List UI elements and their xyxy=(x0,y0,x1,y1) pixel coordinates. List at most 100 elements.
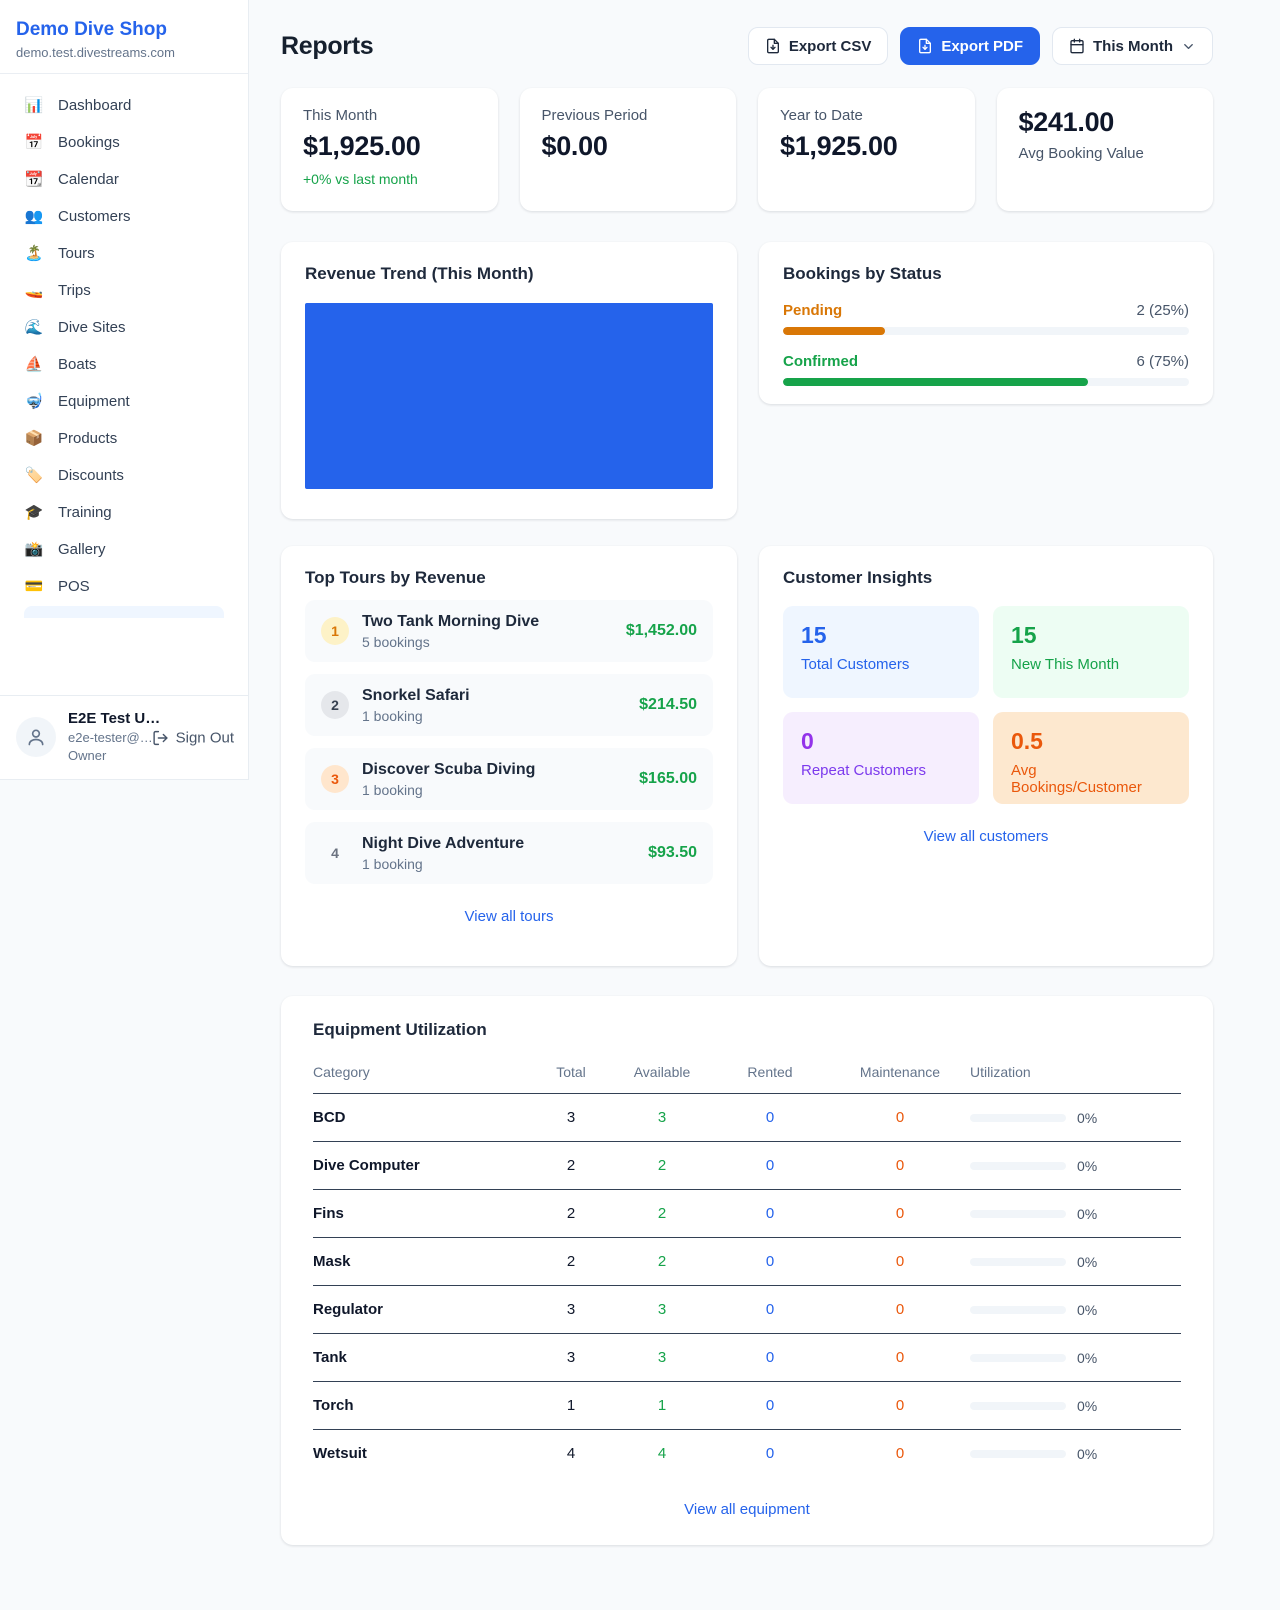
equipment-available: 3 xyxy=(657,1349,667,1366)
period-label: This Month xyxy=(1093,37,1173,55)
sidebar: Demo Dive Shop demo.test.divestreams.com… xyxy=(0,0,249,780)
sidebar-item-calendar[interactable]: 📆 Calendar xyxy=(12,161,236,198)
insight-value: 15 xyxy=(1011,622,1037,648)
calendar-date-icon: 📅 xyxy=(24,134,44,151)
sidebar-item-dashboard[interactable]: 📊 Dashboard xyxy=(12,87,236,124)
sidebar-item-equipment[interactable]: 🤿 Equipment xyxy=(12,383,236,420)
table-row: Mask 2 2 0 0 0% xyxy=(313,1238,1181,1286)
sidebar-item-label: Gallery xyxy=(58,541,106,558)
status-label: Confirmed xyxy=(783,353,858,370)
insight-tile-new-this-month: 15 New This Month xyxy=(993,606,1189,698)
utilization-percent: 0% xyxy=(1077,1205,1098,1222)
sidebar-item-discounts[interactable]: 🏷️ Discounts xyxy=(12,457,236,494)
sidebar-item-trips[interactable]: 🚤 Trips xyxy=(12,272,236,309)
equipment-utilization-card: Equipment Utilization Category Total Ava… xyxy=(281,996,1213,1545)
col-utilization: Utilization xyxy=(970,1064,1031,1080)
equipment-available: 1 xyxy=(657,1397,667,1414)
equipment-category: Mask xyxy=(313,1253,351,1270)
chevron-down-icon xyxy=(1184,43,1193,49)
stat-card-this-month: This Month $1,925.00 +0% vs last month xyxy=(281,88,498,211)
sailboat-icon: ⛵ xyxy=(24,356,44,373)
dive-mask-icon: 🤿 xyxy=(24,393,44,410)
page-header: Reports Export CSV Export PDF This Month xyxy=(281,27,1213,65)
table-row: Dive Computer 2 2 0 0 0% xyxy=(313,1142,1181,1190)
status-row-pending: Pending 2 (25%) xyxy=(783,302,1189,335)
tour-revenue: $214.50 xyxy=(639,696,697,713)
credit-card-icon: 💳 xyxy=(24,578,44,595)
sidebar-item-training[interactable]: 🎓 Training xyxy=(12,494,236,531)
equipment-available: 2 xyxy=(657,1253,667,1270)
view-all-customers-link[interactable]: View all customers xyxy=(923,828,1049,845)
sidebar-item-bookings[interactable]: 📅 Bookings xyxy=(12,124,236,161)
insight-value: 0.5 xyxy=(1011,728,1043,754)
col-total: Total xyxy=(556,1064,586,1080)
sidebar-item-label: Tours xyxy=(58,245,95,262)
equipment-rented: 0 xyxy=(765,1253,775,1270)
col-available: Available xyxy=(633,1064,691,1080)
page-title: Reports xyxy=(281,31,374,60)
insight-tile-repeat-customers: 0 Repeat Customers xyxy=(783,712,979,804)
equipment-category: Fins xyxy=(313,1205,344,1222)
equipment-total: 2 xyxy=(566,1157,576,1174)
bookings-by-status-title: Bookings by Status xyxy=(783,264,942,283)
file-download-icon xyxy=(919,38,932,54)
utilization-bar xyxy=(970,1353,1066,1362)
equipment-category: Wetsuit xyxy=(313,1445,367,1462)
tour-name: Two Tank Morning Dive xyxy=(362,612,540,630)
sidebar-item-boats[interactable]: ⛵ Boats xyxy=(12,346,236,383)
stat-delta: +0% vs last month xyxy=(303,171,418,187)
insight-value: 0 xyxy=(801,728,814,754)
sidebar-item-dive-sites[interactable]: 🌊 Dive Sites xyxy=(12,309,236,346)
table-row: Tank 3 3 0 0 0% xyxy=(313,1334,1181,1382)
stat-card-year-to-date: Year to Date $1,925.00 xyxy=(758,88,975,211)
status-bar-fill-pending xyxy=(783,327,885,335)
sidebar-item-label: Boats xyxy=(58,356,97,373)
sidebar-item-pos[interactable]: 💳 POS xyxy=(12,568,236,605)
tour-bookings: 1 booking xyxy=(362,707,423,724)
top-tours-card: Top Tours by Revenue 1 Two Tank Morning … xyxy=(281,546,737,966)
sidebar-item-customers[interactable]: 👥 Customers xyxy=(12,198,236,235)
equipment-rented: 0 xyxy=(765,1397,775,1414)
revenue-trend-card: Revenue Trend (This Month) xyxy=(281,242,737,519)
export-pdf-button[interactable]: Export PDF xyxy=(900,27,1041,65)
sidebar-item-gallery[interactable]: 📸 Gallery xyxy=(12,531,236,568)
user-role: Owner xyxy=(68,748,107,763)
stat-value: $1,925.00 xyxy=(780,131,898,161)
utilization-percent: 0% xyxy=(1077,1157,1098,1174)
view-all-tours-link[interactable]: View all tours xyxy=(464,908,554,925)
sidebar-item-label: Products xyxy=(58,430,118,447)
utilization-bar xyxy=(970,1305,1066,1314)
period-dropdown[interactable]: This Month xyxy=(1052,27,1213,65)
sidebar-item-label: Discounts xyxy=(58,467,124,484)
sidebar-item-tours[interactable]: 🏝️ Tours xyxy=(12,235,236,272)
table-header-row: Category Total Available Rented Maintena… xyxy=(313,1054,1181,1094)
utilization-percent: 0% xyxy=(1077,1349,1098,1366)
equipment-total: 4 xyxy=(566,1445,576,1462)
table-row: Regulator 3 3 0 0 0% xyxy=(313,1286,1181,1334)
equipment-category: Regulator xyxy=(313,1301,384,1318)
avatar xyxy=(16,716,56,757)
rank-badge: 3 xyxy=(321,765,349,793)
equipment-rented: 0 xyxy=(765,1205,775,1222)
tour-row: 4 Night Dive Adventure 1 booking $93.50 xyxy=(305,822,713,884)
equipment-maintenance: 0 xyxy=(895,1205,905,1222)
equipment-rented: 0 xyxy=(765,1157,775,1174)
stat-label: Avg Booking Value xyxy=(1018,145,1144,162)
utilization-percent: 0% xyxy=(1077,1397,1098,1414)
view-all-equipment-link[interactable]: View all equipment xyxy=(684,1501,810,1518)
sidebar-item-reports-active-fragment[interactable] xyxy=(24,606,224,618)
tag-icon: 🏷️ xyxy=(24,467,44,484)
equipment-maintenance: 0 xyxy=(895,1349,905,1366)
insight-tile-total-customers: 15 Total Customers xyxy=(783,606,979,698)
equipment-maintenance: 0 xyxy=(895,1397,905,1414)
utilization-percent: 0% xyxy=(1077,1301,1098,1318)
insight-label: Avg Bookings/Customer xyxy=(1011,762,1142,796)
sign-out-button[interactable]: Sign Out xyxy=(152,729,234,746)
rank-badge: 2 xyxy=(321,691,349,719)
stat-value: $0.00 xyxy=(541,131,608,161)
export-csv-button[interactable]: Export CSV xyxy=(747,27,889,65)
status-label: Pending xyxy=(783,302,843,319)
user-email: e2e-tester@… xyxy=(68,730,153,745)
stat-card-avg-booking-value: $241.00 Avg Booking Value xyxy=(996,88,1213,211)
sidebar-item-products[interactable]: 📦 Products xyxy=(12,420,236,457)
